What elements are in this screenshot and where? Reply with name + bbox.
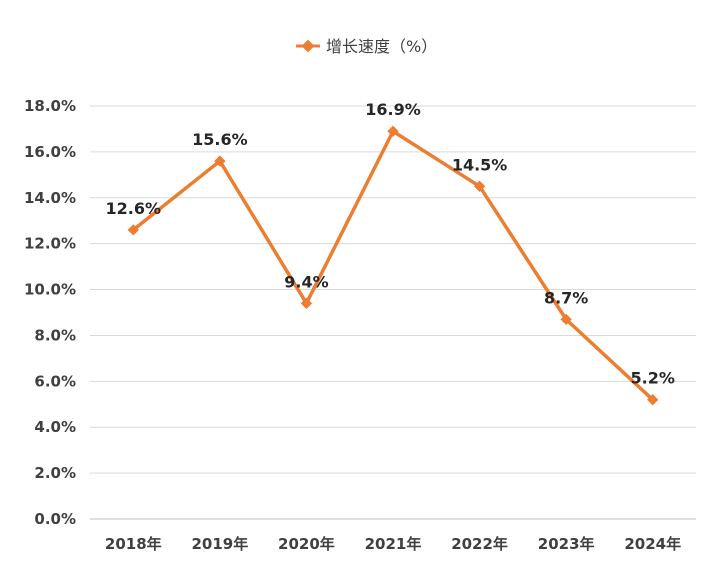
data-labels: 12.6% 15.6% 9.4% 16.9% 14.5% 8.7% 5.2% bbox=[106, 100, 675, 387]
x-tick-label: 2022年 bbox=[451, 535, 508, 553]
data-point bbox=[127, 224, 139, 236]
grid-lines bbox=[90, 105, 696, 520]
chart-legend: 增长速度（%） bbox=[296, 37, 437, 56]
y-tick-label: 18.0% bbox=[24, 97, 76, 115]
y-tick-label: 4.0% bbox=[34, 418, 76, 436]
x-tick-label: 2021年 bbox=[365, 535, 422, 553]
data-label: 16.9% bbox=[365, 100, 421, 119]
y-tick-label: 14.0% bbox=[24, 189, 76, 207]
data-label: 8.7% bbox=[544, 288, 588, 307]
x-axis-ticks: 2018年 2019年 2020年 2021年 2022年 2023年 2024年 bbox=[105, 535, 681, 553]
legend-marker-swatch bbox=[301, 39, 315, 53]
data-label: 12.6% bbox=[106, 199, 162, 218]
x-tick-label: 2019年 bbox=[191, 535, 248, 553]
data-point bbox=[214, 155, 226, 167]
y-axis-ticks: 0.0% 2.0% 4.0% 6.0% 8.0% 10.0% 12.0% 14.0% 16.0%… bbox=[24, 97, 76, 528]
y-tick-label: 12.0% bbox=[24, 235, 76, 253]
data-label: 5.2% bbox=[631, 369, 675, 388]
data-point bbox=[560, 313, 572, 326]
series-group bbox=[127, 125, 659, 406]
y-tick-label: 16.0% bbox=[24, 143, 76, 161]
series-line bbox=[131, 129, 655, 402]
data-label: 9.4% bbox=[284, 272, 328, 291]
x-tick-label: 2024年 bbox=[624, 535, 681, 553]
data-label: 15.6% bbox=[192, 130, 248, 149]
y-tick-label: 2.0% bbox=[34, 464, 76, 482]
y-tick-label: 10.0% bbox=[24, 281, 76, 299]
data-point bbox=[300, 297, 313, 309]
y-tick-label: 0.0% bbox=[34, 510, 76, 528]
x-tick-label: 2020年 bbox=[278, 535, 335, 553]
legend-label: 增长速度（%） bbox=[326, 37, 437, 56]
data-point bbox=[647, 394, 659, 406]
x-tick-label: 2018年 bbox=[105, 535, 162, 553]
data-label: 14.5% bbox=[452, 155, 508, 174]
y-tick-label: 6.0% bbox=[34, 372, 76, 390]
x-tick-label: 2023年 bbox=[538, 535, 595, 553]
data-point bbox=[473, 180, 486, 192]
y-tick-label: 8.0% bbox=[34, 326, 76, 344]
